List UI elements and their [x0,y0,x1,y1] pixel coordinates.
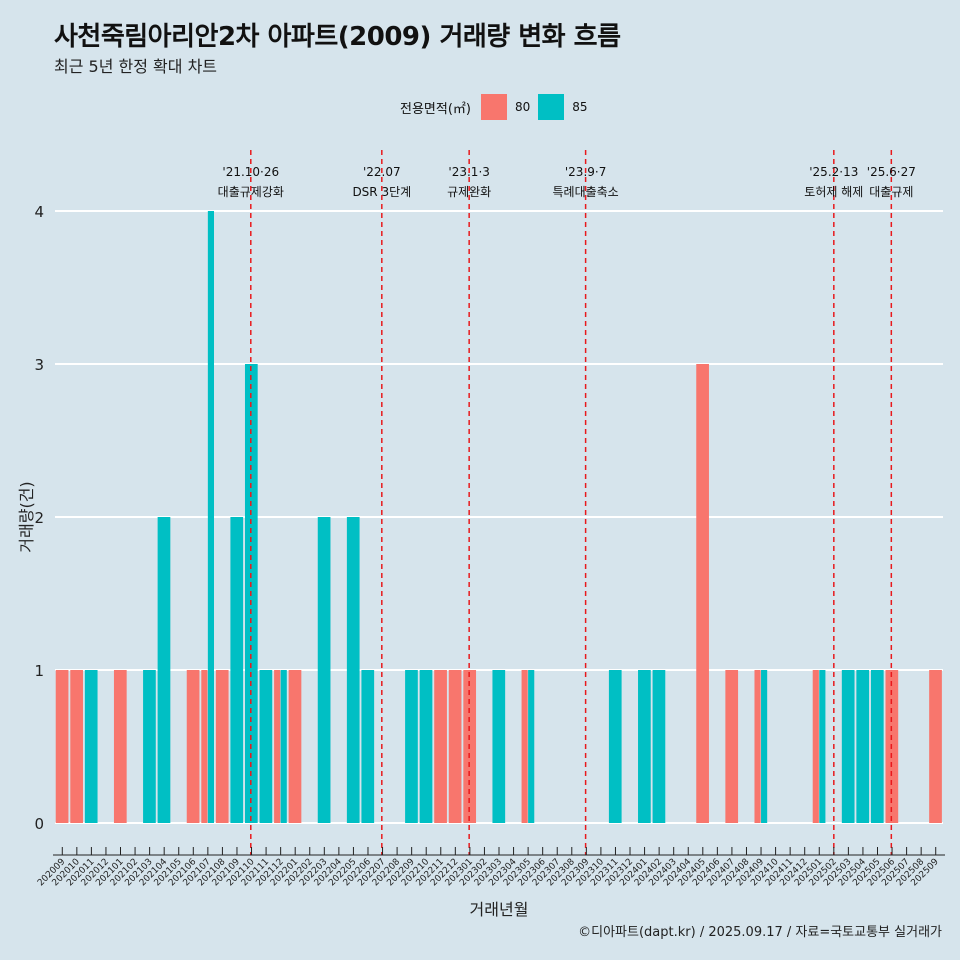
bar-85 [346,517,360,823]
annotation-label: 대출규제 [869,185,913,199]
annotation-date: '22.07 [363,165,401,179]
bar-85 [280,670,287,823]
source-caption: ©디아파트(dapt.kr) / 2025.09.17 / 자료=국토교통부 실… [578,925,942,940]
bar-80 [725,670,739,823]
bar-80 [215,670,229,823]
bar-85 [405,670,418,823]
bar-85 [856,670,870,823]
annotation-label: 토허제 해제 [804,185,863,199]
y-tick-label: 2 [34,509,44,527]
annotation-date: '21.10·26 [222,165,279,179]
legend-swatch-85 [538,94,565,120]
bar-85 [317,517,331,823]
bar-80 [929,670,942,823]
bar-80 [201,670,208,823]
legend-item-80: 80 [480,94,531,120]
bar-80 [434,670,447,823]
annotation-date: '25.6·27 [867,165,916,179]
bar-80 [113,670,127,823]
bar-85 [841,670,855,823]
y-axis-title: 거래량(건) [17,481,36,552]
bar-80 [274,670,281,823]
legend-swatch-80 [480,94,507,120]
bar-85 [870,670,884,823]
bar-80 [186,670,200,823]
bar-80 [696,364,709,823]
bar-80 [812,670,819,823]
legend-item-85: 85 [538,94,588,120]
annotation-label: DSR 3단계 [352,185,411,199]
legend: 전용면적(㎡) 80 85 [400,94,596,120]
annotation-label: 특례대출축소 [552,185,618,199]
bar-80 [55,670,69,823]
annotation-date: '23.1·3 [448,165,489,179]
bar-85 [638,670,651,823]
bar-85 [230,517,244,823]
bar-85 [652,670,666,823]
bar-85 [819,670,826,823]
annotation-label: 규제완화 [447,185,491,199]
bar-85 [361,670,375,823]
legend-label-80: 80 [514,100,531,114]
bar-85 [608,670,622,823]
chart-title: 사천죽림아리안2차 아파트(2009) 거래량 변화 흐름 [54,22,621,52]
bar-85 [84,670,98,823]
y-tick-label: 1 [34,662,44,680]
bar-80 [288,670,302,823]
chart-subtitle: 최근 5년 한정 확대 차트 [54,57,218,76]
annotation-date: '25.2·13 [809,165,858,179]
bar-85 [528,670,535,823]
legend-title: 전용면적(㎡) [400,101,471,117]
legend-label-85: 85 [572,100,588,114]
x-axis-title: 거래년월 [470,900,529,919]
y-tick-label: 4 [34,203,44,221]
bar-85 [143,670,156,823]
bar-85 [492,670,506,823]
bar-80 [754,670,761,823]
bar-80 [448,670,462,823]
annotation-label: 대출규제강화 [218,185,284,199]
bar-85 [761,670,768,823]
y-tick-label: 0 [34,815,44,833]
bar-85 [157,517,171,823]
bar-80 [70,670,83,823]
bar-85 [259,670,273,823]
y-tick-label: 3 [34,356,44,374]
bar-85 [419,670,433,823]
bar-85 [207,211,215,823]
bar-80 [521,670,528,823]
annotation-date: '23.9·7 [565,165,606,179]
